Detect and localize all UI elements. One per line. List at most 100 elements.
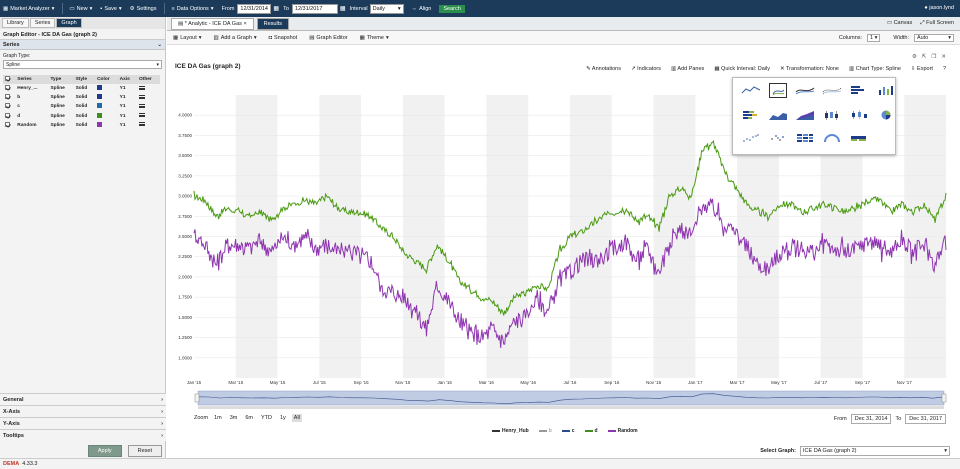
series-type[interactable]: Spline bbox=[50, 104, 65, 110]
help-icon[interactable]: ? bbox=[942, 66, 946, 72]
theme-menu[interactable]: ▦ Theme ▾ bbox=[360, 35, 389, 41]
chart-type-column[interactable] bbox=[874, 82, 898, 97]
navigator[interactable] bbox=[167, 389, 960, 409]
save-menu[interactable]: ▪ Save ▾ bbox=[100, 6, 121, 12]
row-checkbox[interactable] bbox=[5, 103, 10, 109]
add-panes-button[interactable]: ▥ Add Panes bbox=[671, 66, 704, 72]
graph-type-select[interactable]: Spline ▾ bbox=[3, 60, 162, 69]
zoom-1m-button[interactable]: 1m bbox=[214, 415, 222, 421]
series-type[interactable]: Spline bbox=[50, 86, 65, 92]
section-tooltips[interactable]: Tooltips › bbox=[0, 429, 166, 441]
chart-type-heatmap[interactable] bbox=[793, 130, 817, 145]
chart-type-bar[interactable] bbox=[847, 82, 871, 97]
row-checkbox[interactable] bbox=[5, 85, 10, 91]
select-graph-dropdown[interactable]: ICE DA Gas (graph 2) ▾ bbox=[800, 446, 950, 456]
chart-type-scatter[interactable] bbox=[739, 130, 763, 145]
chart-type-step[interactable] bbox=[793, 82, 817, 97]
series-section-header[interactable]: Series ⌄ bbox=[0, 40, 165, 50]
legend-item[interactable]: c bbox=[561, 428, 575, 434]
chart-type-candlestick[interactable] bbox=[847, 107, 871, 122]
menu-icon[interactable] bbox=[138, 85, 145, 90]
chart-type-spline[interactable] bbox=[769, 83, 787, 98]
series-style[interactable]: Solid bbox=[75, 86, 88, 92]
market-analyzer-menu[interactable]: ▦ Market Analyzer ▾ bbox=[3, 6, 54, 12]
reset-button[interactable]: Reset bbox=[127, 445, 162, 457]
user-menu[interactable]: ● jason.lynd bbox=[924, 5, 954, 11]
range-to-input[interactable]: Dec 31, 2017 bbox=[905, 414, 946, 424]
zoom-3m-button[interactable]: 3m bbox=[229, 415, 238, 421]
layout-menu[interactable]: ▦ Layout ▾ bbox=[173, 35, 201, 41]
calendar-icon[interactable]: ▦ bbox=[339, 6, 346, 12]
menu-icon[interactable] bbox=[138, 113, 145, 118]
row-checkbox[interactable] bbox=[5, 112, 10, 118]
transformation-button[interactable]: ✕ Transformation: None bbox=[780, 66, 839, 72]
series-style[interactable]: Solid bbox=[75, 113, 88, 119]
chart-type-scatter-line[interactable] bbox=[820, 82, 844, 97]
color-swatch[interactable] bbox=[97, 94, 103, 100]
snapshot-button[interactable]: ◘ Snapshot bbox=[269, 35, 298, 41]
zoom-all-button[interactable]: All bbox=[291, 414, 302, 422]
navigator-left-handle[interactable] bbox=[194, 393, 200, 403]
from-date-input[interactable]: 12/31/2014 bbox=[237, 3, 272, 14]
series-axis[interactable]: Y1 bbox=[119, 113, 126, 119]
full-screen-button[interactable]: ⤢ Full Screen bbox=[920, 20, 954, 27]
chart-type-ohlc[interactable] bbox=[847, 130, 871, 145]
legend-item[interactable]: d bbox=[584, 428, 598, 434]
tab-graph[interactable]: Graph bbox=[56, 18, 82, 28]
navigator-selection[interactable] bbox=[198, 391, 944, 405]
canvas-button[interactable]: ▭ Canvas bbox=[887, 20, 912, 27]
series-style[interactable]: Solid bbox=[75, 104, 88, 110]
quick-interval-button[interactable]: ▦ Quick Interval: Daily bbox=[714, 66, 770, 72]
to-date-input[interactable]: 12/31/2017 bbox=[291, 3, 338, 14]
color-swatch[interactable] bbox=[97, 121, 103, 127]
menu-icon[interactable] bbox=[138, 103, 145, 108]
chart-type-line[interactable] bbox=[739, 82, 763, 97]
chart-type-bubble[interactable] bbox=[766, 130, 790, 145]
tab-library[interactable]: Library bbox=[2, 18, 29, 28]
navigator-scrollbar[interactable] bbox=[198, 406, 944, 409]
align-button[interactable]: ⇔ Align bbox=[412, 6, 432, 12]
interval-select[interactable]: Daily ▾ bbox=[369, 3, 404, 14]
close-icon[interactable]: ✕ bbox=[941, 54, 946, 60]
range-from-input[interactable]: Dec 31, 2014 bbox=[850, 414, 892, 424]
popout-icon[interactable]: ⇱ bbox=[921, 54, 927, 60]
legend-item[interactable]: Random bbox=[607, 428, 638, 434]
navigator-right-handle[interactable] bbox=[941, 393, 947, 403]
graph-editor-button[interactable]: ▤ Graph Editor bbox=[309, 35, 347, 41]
close-icon[interactable]: × bbox=[243, 20, 247, 27]
series-type[interactable]: Spline bbox=[50, 95, 65, 101]
settings-button[interactable]: ⚙ Settings bbox=[130, 6, 157, 12]
header-checkbox-cell[interactable] bbox=[3, 75, 16, 84]
tab-analytic[interactable]: ▤ * Analytic - ICE DA Gas × bbox=[171, 17, 254, 30]
zoom-6m-button[interactable]: 6m bbox=[245, 415, 253, 421]
calendar-icon[interactable]: ▦ bbox=[273, 6, 280, 12]
series-axis[interactable]: Y1 bbox=[119, 95, 126, 101]
export-button[interactable]: ⇩ Export bbox=[911, 66, 933, 72]
indicators-button[interactable]: ↗ Indicators bbox=[631, 66, 661, 72]
chart-type-pie[interactable] bbox=[874, 107, 898, 122]
search-button[interactable]: Search bbox=[439, 4, 465, 13]
series-style[interactable]: Solid bbox=[75, 122, 88, 128]
zoom-ytd-button[interactable]: YTD bbox=[260, 415, 272, 421]
chart-type-boxplot[interactable] bbox=[820, 107, 844, 122]
tab-results[interactable]: Results bbox=[256, 17, 289, 30]
legend-item[interactable]: Henry_Hub bbox=[492, 428, 529, 434]
settings-icon[interactable]: ⚙ bbox=[911, 54, 917, 60]
series-axis[interactable]: Y1 bbox=[119, 86, 126, 92]
menu-icon[interactable] bbox=[138, 94, 145, 99]
chart-type-gauge[interactable] bbox=[820, 130, 844, 145]
select-all-checkbox[interactable] bbox=[5, 76, 10, 81]
apply-button[interactable]: Apply bbox=[87, 445, 122, 457]
color-swatch[interactable] bbox=[97, 103, 103, 109]
color-swatch[interactable] bbox=[97, 85, 103, 91]
columns-select[interactable]: 1 ▾ bbox=[867, 34, 881, 42]
series-axis[interactable]: Y1 bbox=[119, 122, 126, 128]
row-checkbox[interactable] bbox=[5, 94, 10, 100]
menu-icon[interactable] bbox=[138, 122, 145, 127]
row-checkbox[interactable] bbox=[5, 121, 10, 127]
tab-series[interactable]: Series bbox=[29, 18, 56, 28]
chart-type-area[interactable] bbox=[766, 107, 790, 122]
zoom-1y-button[interactable]: 1y bbox=[279, 415, 286, 421]
chart-type-stacked-area[interactable] bbox=[793, 107, 817, 122]
section-y-axis[interactable]: Y-Axis › bbox=[0, 417, 166, 429]
